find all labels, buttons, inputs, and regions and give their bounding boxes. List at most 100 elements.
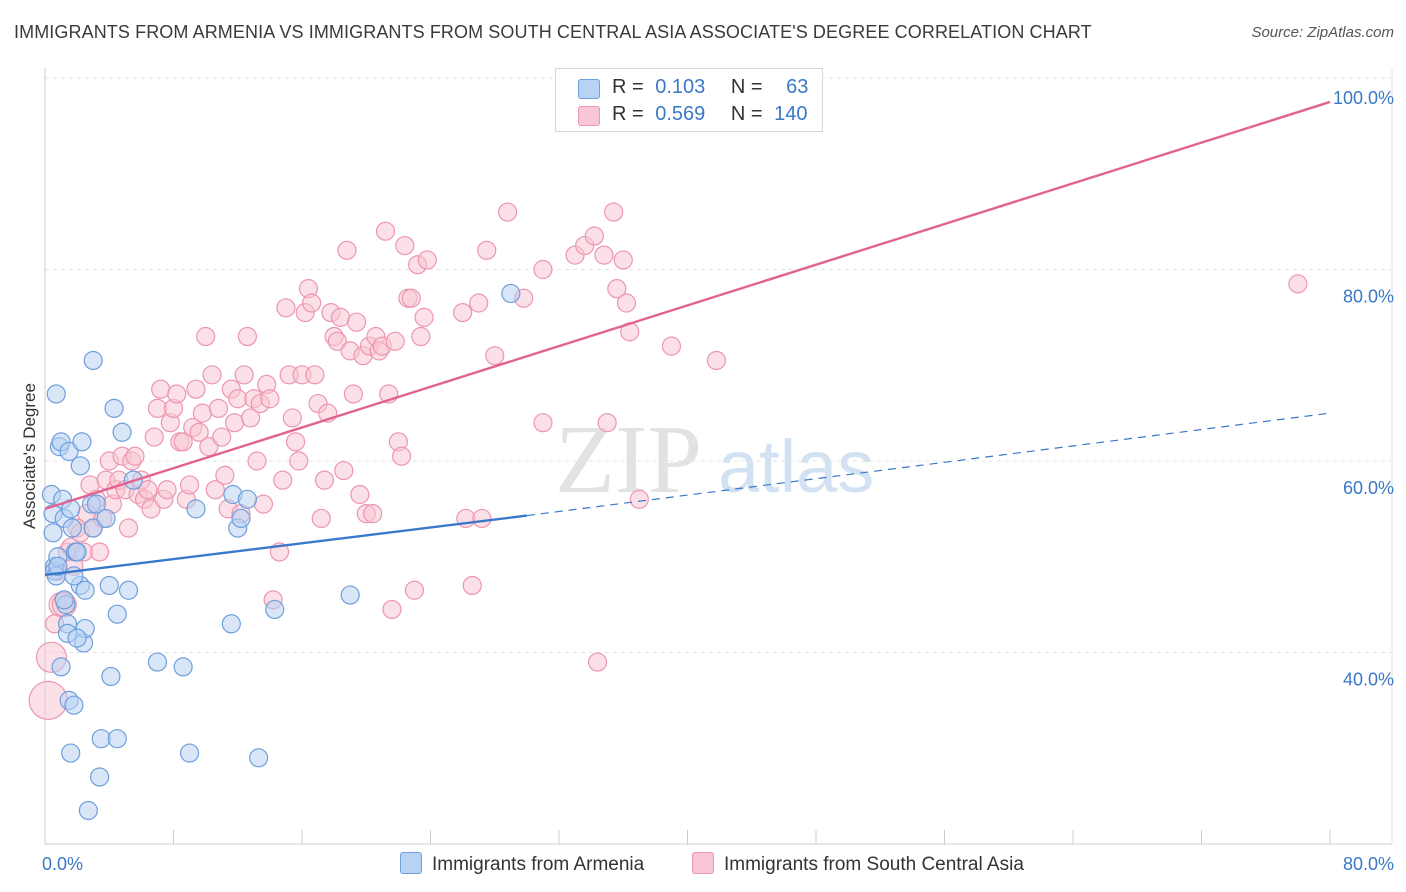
point-south-central-asia <box>587 652 608 672</box>
point-south-central-asia <box>125 446 145 466</box>
watermark-zip: ZIP <box>555 406 702 514</box>
point-south-central-asia <box>661 336 682 356</box>
point-south-central-asia <box>141 499 161 519</box>
point-armenia <box>112 422 132 442</box>
legend-r-label: R = <box>612 76 644 98</box>
trend-lines <box>44 100 1331 577</box>
point-armenia <box>67 628 87 648</box>
point-south-central-asia <box>138 480 158 500</box>
point-south-central-asia <box>343 384 363 404</box>
y-tick-label: 100.0% <box>1333 88 1394 108</box>
legend-swatch-armenia <box>578 79 600 99</box>
point-south-central-asia <box>469 293 489 313</box>
source-note: Source: ZipAtlas.com <box>1251 24 1394 41</box>
point-armenia <box>340 585 360 605</box>
y-tick-label: 60.0% <box>1343 478 1394 498</box>
point-south-central-asia <box>118 518 139 538</box>
point-south-central-asia <box>157 480 177 500</box>
point-armenia <box>59 441 79 462</box>
point-armenia <box>78 800 98 821</box>
point-armenia <box>46 384 66 404</box>
point-armenia <box>61 743 81 763</box>
point-south-central-asia <box>192 403 213 423</box>
point-armenia <box>75 580 95 600</box>
point-south-central-asia <box>584 226 604 246</box>
point-armenia <box>86 494 107 514</box>
point-armenia <box>54 590 74 610</box>
point-south-central-asia <box>330 307 351 327</box>
point-armenia <box>48 556 68 576</box>
point-south-central-asia <box>629 489 649 509</box>
y-tick-labels: 40.0% 60.0% 80.0% 100.0% <box>1333 88 1394 690</box>
point-south-central-asia <box>282 408 302 428</box>
point-south-central-asia <box>189 422 209 442</box>
point-armenia <box>67 542 87 562</box>
point-south-central-asia <box>613 250 633 270</box>
point-south-central-asia <box>1288 274 1308 294</box>
point-south-central-asia <box>311 508 331 529</box>
trend-line-armenia-extension <box>526 412 1331 517</box>
point-south-central-asia <box>241 408 261 428</box>
point-south-central-asia <box>334 460 354 481</box>
point-south-central-asia <box>202 365 222 385</box>
point-south-central-asia <box>477 240 497 260</box>
point-south-central-asia <box>228 389 248 409</box>
bottom-legend-swatch-south-central-asia <box>692 852 714 874</box>
legend-n-label: N = <box>730 76 763 98</box>
point-south-central-asia <box>597 413 617 433</box>
point-south-central-asia <box>594 245 614 265</box>
point-south-central-asia <box>498 202 518 222</box>
point-south-central-asia <box>205 480 225 500</box>
point-armenia <box>101 666 121 687</box>
point-south-central-asia <box>472 508 492 529</box>
watermark: ZIP atlas <box>555 406 874 514</box>
point-armenia <box>118 580 139 600</box>
point-south-central-asia <box>337 240 357 260</box>
point-south-central-asia <box>363 504 383 524</box>
point-south-central-asia <box>391 446 412 466</box>
point-south-central-asia <box>285 432 306 452</box>
legend-swatch-south-central-asia <box>578 106 600 126</box>
point-armenia <box>249 748 269 768</box>
point-south-central-asia <box>604 202 624 222</box>
point-armenia <box>64 695 84 715</box>
point-south-central-asia <box>212 427 232 447</box>
point-armenia <box>62 518 82 538</box>
point-armenia <box>51 657 71 677</box>
point-armenia <box>221 614 241 634</box>
trend-line-armenia <box>44 514 528 577</box>
point-armenia <box>90 767 110 787</box>
point-south-central-asia <box>167 384 187 404</box>
chart-title: IMMIGRANTS FROM ARMENIA VS IMMIGRANTS FR… <box>14 22 1092 42</box>
point-south-central-asia <box>186 379 206 399</box>
point-south-central-asia <box>276 298 296 318</box>
point-south-central-asia <box>173 432 193 452</box>
y-tick-label: 40.0% <box>1343 670 1394 690</box>
point-south-central-asia <box>314 470 335 490</box>
point-south-central-asia <box>385 331 405 351</box>
bottom-legend-label-armenia: Immigrants from Armenia <box>432 854 645 875</box>
point-armenia <box>99 575 119 596</box>
point-armenia <box>83 518 103 538</box>
point-south-central-asia <box>224 413 245 433</box>
point-south-central-asia <box>533 413 553 433</box>
point-armenia <box>107 729 127 749</box>
point-south-central-asia <box>417 250 437 270</box>
point-south-central-asia <box>305 365 325 385</box>
point-south-central-asia <box>237 326 257 347</box>
y-axis-label: Associate's Degree <box>20 383 39 529</box>
point-south-central-asia <box>485 346 505 366</box>
point-armenia <box>107 604 127 624</box>
point-south-central-asia <box>302 293 322 313</box>
point-south-central-asia <box>289 451 309 471</box>
point-armenia <box>186 499 206 519</box>
watermark-atlas: atlas <box>718 425 874 508</box>
point-armenia <box>43 523 63 543</box>
point-south-central-asia <box>533 259 553 280</box>
bottom-legend-armenia: Immigrants from Armenia <box>400 852 644 876</box>
point-south-central-asia <box>414 307 434 327</box>
trend-line-south-central-asia <box>44 100 1331 511</box>
point-armenia <box>83 350 103 371</box>
point-south-central-asia <box>382 599 402 620</box>
